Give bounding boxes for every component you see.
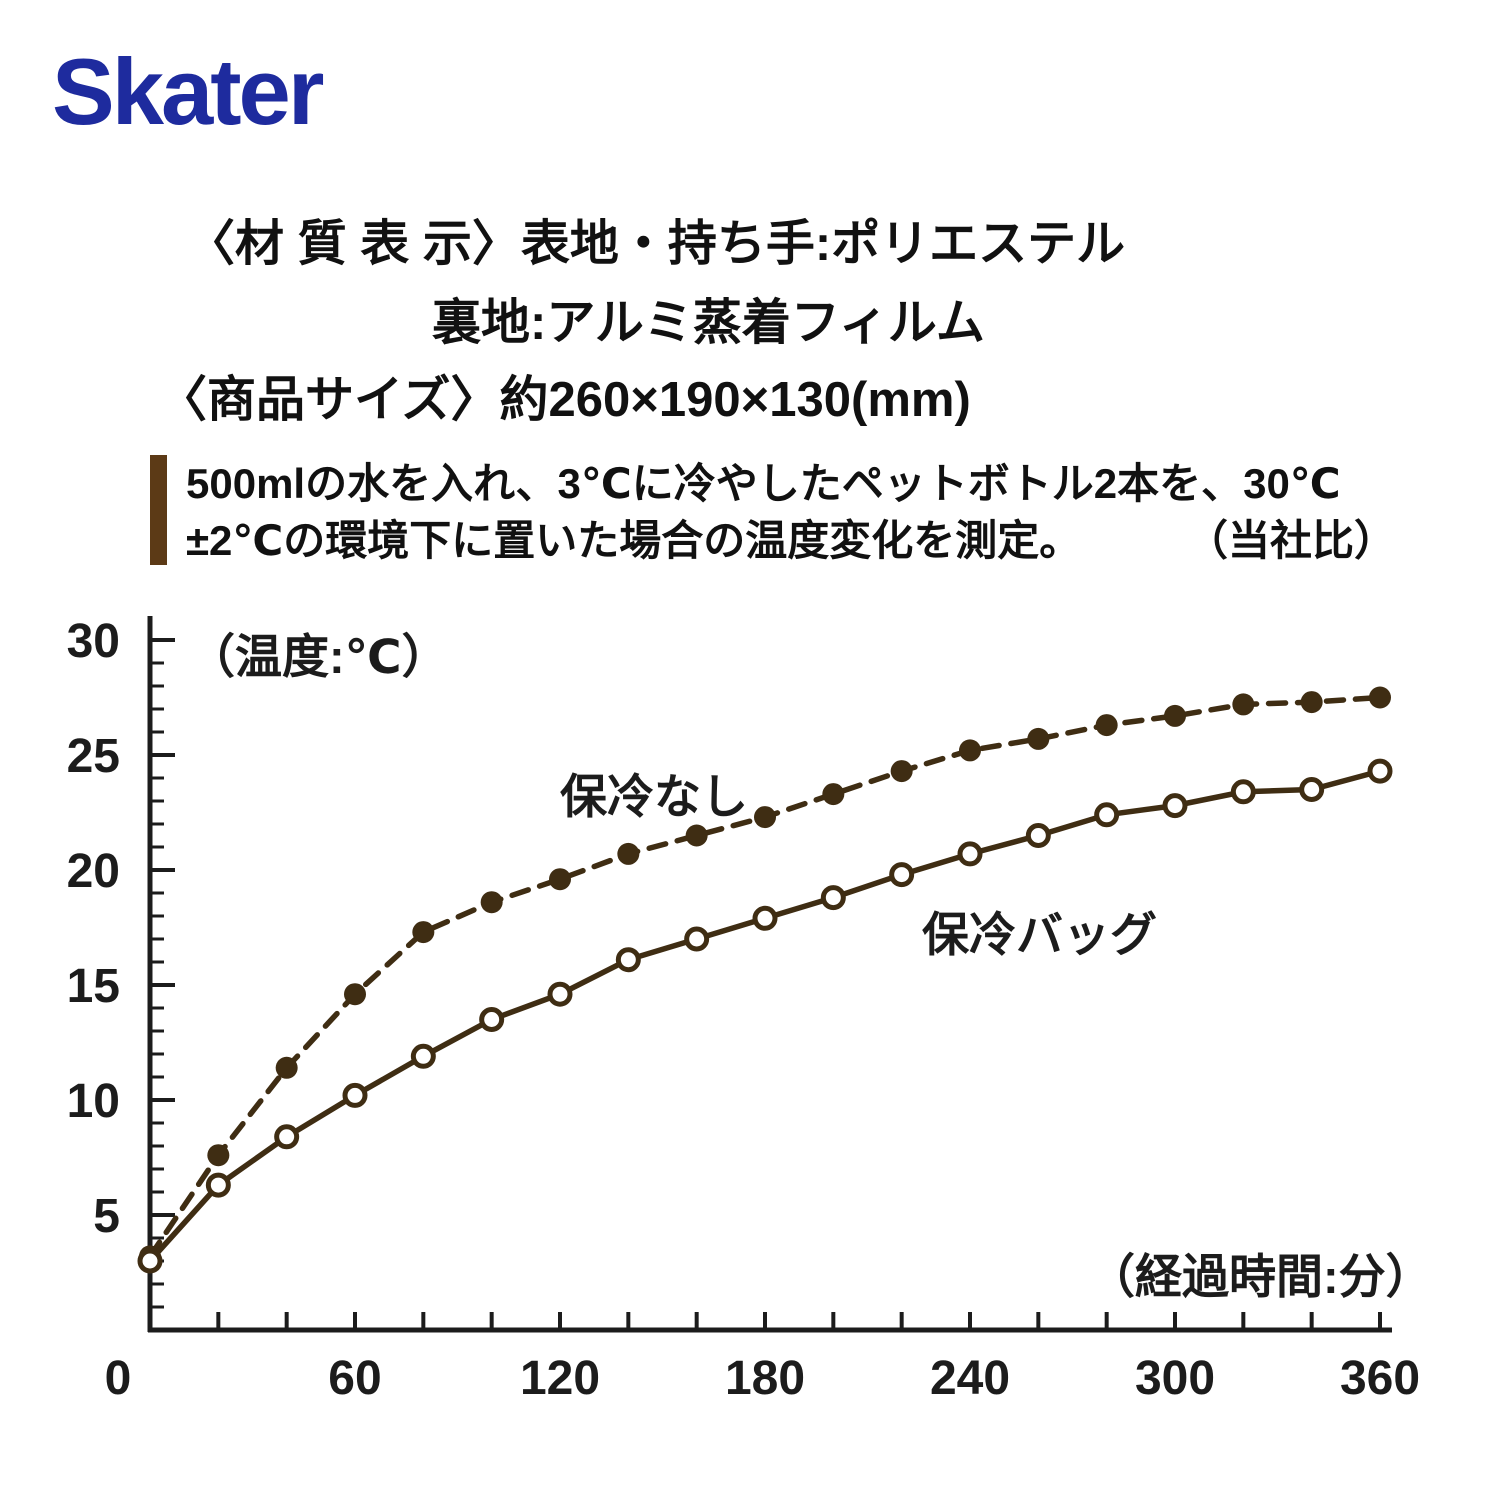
test-note-line2-text: ±2℃の環境下に置いた場合の温度変化を測定。 (186, 517, 1082, 564)
note-accent-bar (150, 455, 167, 565)
svg-text:360: 360 (1340, 1352, 1420, 1405)
test-note-reference: （当社比） (1185, 517, 1396, 564)
svg-text:0: 0 (105, 1352, 132, 1405)
material-spec-line2: 裏地:アルミ蒸着フィルム (432, 296, 985, 350)
svg-text:120: 120 (520, 1352, 600, 1405)
svg-text:180: 180 (725, 1352, 805, 1405)
svg-text:30: 30 (67, 615, 120, 668)
y-axis-title: （温度:℃） (188, 630, 449, 683)
svg-text:5: 5 (93, 1190, 120, 1243)
x-axis-title: （経過時間:分） (1088, 1250, 1433, 1303)
svg-text:25: 25 (67, 730, 120, 783)
svg-text:300: 300 (1135, 1352, 1215, 1405)
series-label-no-cooling: 保冷なし (560, 770, 748, 823)
series-label-cooler-bag: 保冷バッグ (922, 908, 1157, 961)
test-note: 500mlの水を入れ、3℃に冷やしたペットボトル2本を、30℃ ±2℃の環境下に… (186, 455, 1396, 569)
svg-text:60: 60 (328, 1352, 381, 1405)
test-note-line1: 500mlの水を入れ、3℃に冷やしたペットボトル2本を、30℃ (186, 460, 1341, 507)
temperature-chart: 5 10 15 20 25 30 0 60 120 180 240 300 360 （温度:℃） （経過… (0, 600, 1500, 1480)
material-spec-line1: 〈材 質 表 示〉表地・持ち手:ポリエステル (186, 217, 1126, 271)
svg-text:10: 10 (67, 1075, 120, 1128)
test-note-line2: ±2℃の環境下に置いた場合の温度変化を測定。 （当社比） (186, 512, 1396, 569)
brand-logo: Skater (52, 39, 324, 144)
svg-text:240: 240 (930, 1352, 1010, 1405)
svg-text:20: 20 (67, 845, 120, 898)
svg-text:15: 15 (67, 960, 120, 1013)
product-size-line: 〈商品サイズ〉約260×190×130(mm) (158, 373, 971, 427)
